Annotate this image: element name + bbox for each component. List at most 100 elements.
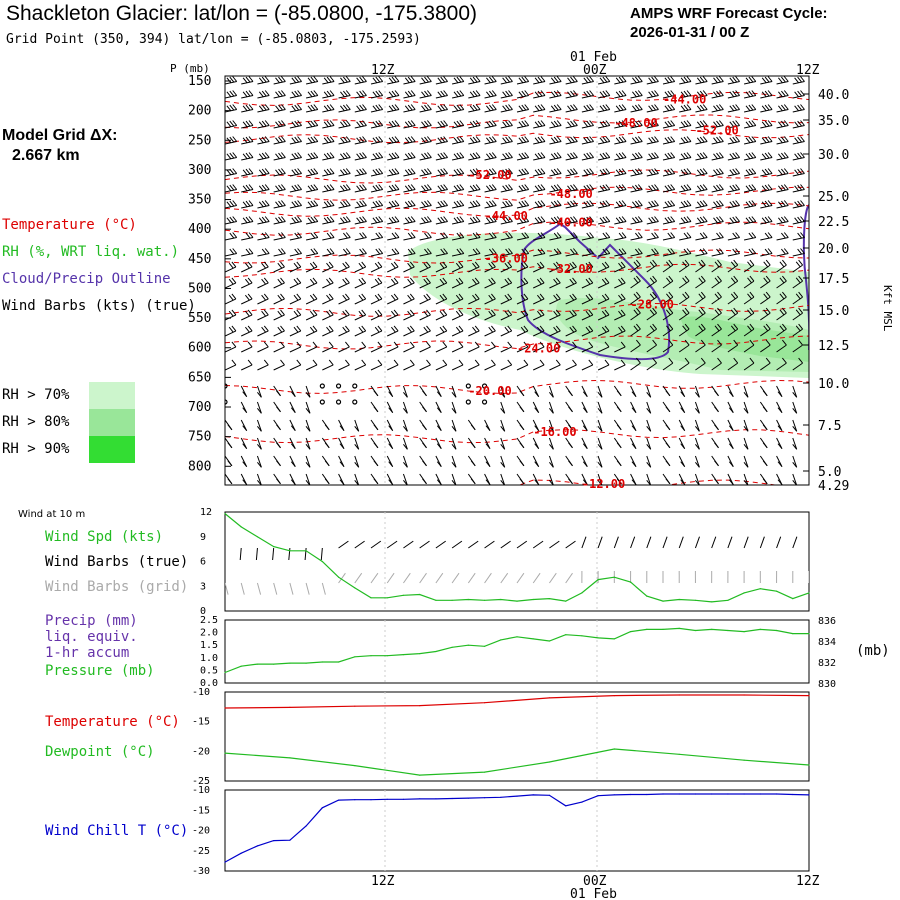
wind-barb-flag	[777, 461, 783, 468]
wind-barb-flag	[459, 136, 465, 142]
wind-barb	[776, 312, 787, 321]
wind-barb-flag	[307, 91, 313, 98]
wind-barb-flag	[297, 104, 302, 110]
wind-barb-flag	[602, 104, 608, 111]
wind-barb-flag	[229, 232, 235, 239]
wind-barb-flag	[291, 91, 297, 98]
wind-barb-flag	[410, 216, 416, 222]
wind-barb	[354, 253, 367, 257]
wind-barb-flag	[589, 168, 594, 174]
wind-barb-flag	[602, 168, 608, 175]
wind-barb-flag	[508, 168, 513, 174]
wind-barb	[808, 402, 809, 403]
wind-barb-flag	[735, 184, 740, 190]
pressure-line-point	[516, 636, 518, 638]
wind-barb-flag	[491, 90, 497, 96]
pressure-line-point	[305, 662, 307, 664]
wind-barb-flag	[695, 425, 700, 432]
wind-barb	[241, 346, 253, 353]
wind-barb-flag	[403, 407, 408, 414]
wind-barb-flag	[654, 200, 659, 206]
wind-barb-flag	[345, 232, 351, 238]
wind-barb-flag	[491, 184, 497, 190]
wind-barb-flag	[567, 185, 572, 192]
wind-barb-flag	[794, 105, 799, 112]
wind-barb-flag	[375, 136, 381, 143]
wind-barb-flag	[588, 261, 594, 268]
wind-barb-flag	[631, 391, 637, 398]
wind-barb-flag	[534, 91, 540, 98]
wind-barb	[678, 362, 690, 371]
wind-barb-flag	[632, 105, 637, 112]
pressure-line-point	[792, 633, 794, 635]
wind-barb-flag	[550, 105, 556, 112]
wind-barb-flag	[792, 425, 798, 432]
wind-barb-flag	[585, 310, 591, 317]
wind-barb-flag	[652, 275, 657, 282]
wind-barb	[678, 312, 690, 321]
wind-barb-flag	[537, 90, 543, 97]
isotherm-line	[225, 169, 809, 184]
wind-barb	[808, 335, 809, 336]
wind-barb-flag	[735, 216, 740, 222]
wind-barb	[743, 328, 755, 337]
wind-barb-flag	[358, 262, 364, 269]
pressure-tick: 450	[188, 252, 211, 267]
wind-barb	[711, 312, 722, 321]
wind-barb-flag	[491, 293, 496, 300]
wind-barb	[225, 330, 237, 337]
wind-barb-grid	[225, 582, 229, 595]
wind-barb	[808, 175, 809, 176]
wind-barb-flag	[326, 120, 332, 127]
wind-barb-flag	[618, 294, 623, 301]
wind-barb-flag	[615, 105, 621, 112]
wind-barb-flag	[456, 152, 462, 159]
wind-barb-flag	[616, 424, 622, 431]
wind-barb-flag	[668, 307, 674, 314]
wind-barb-flag	[505, 76, 510, 83]
wind-barb-flag	[421, 137, 426, 144]
wind-barb	[338, 282, 350, 289]
rh-90-area	[680, 316, 809, 362]
wind-barb-flag	[680, 217, 686, 224]
wind-barb-flag	[585, 326, 591, 333]
wind-barb-flag	[436, 461, 442, 468]
wind-barb-flag	[782, 275, 787, 282]
wind-barb	[694, 385, 700, 398]
wind-barb-flag	[680, 201, 686, 208]
wind-barb-flag	[410, 168, 416, 174]
wind-barb-flag	[764, 232, 770, 239]
wind-barb-flag	[502, 77, 507, 84]
wind-barb-flag	[242, 407, 248, 414]
wind-barb-flag	[745, 91, 751, 98]
wind-barb-flag	[427, 104, 432, 110]
wind-barb-flag	[489, 90, 494, 97]
wind-barb-flag	[488, 294, 494, 301]
wind-barb-flag	[633, 293, 639, 300]
wind-barb-flag	[652, 339, 657, 346]
wind-barb-flag	[424, 136, 429, 143]
wind-barb-flag	[472, 120, 478, 127]
wind-barb-flag	[261, 136, 267, 143]
wind-barb-flag	[340, 217, 345, 224]
wind-barb-flag	[427, 184, 432, 190]
wind-barb	[241, 237, 254, 241]
wind-barb-flag	[586, 76, 592, 83]
wind-barb-flag	[261, 326, 266, 333]
wind-barb-flag	[422, 424, 427, 431]
wind-barb	[646, 312, 657, 321]
wind-barb-flag	[277, 278, 283, 285]
wind-barb-flag	[354, 443, 360, 450]
wind-barb-flag	[281, 168, 286, 174]
wind-barb	[257, 314, 269, 321]
wind-barb-flag	[761, 201, 767, 208]
wind-barb	[694, 437, 700, 450]
wind-barb-flag	[475, 200, 481, 206]
wind-barb-flag	[312, 359, 318, 366]
wind-barb-flag	[443, 216, 448, 222]
wind-barb-flag	[391, 200, 397, 207]
pressure-line-point	[613, 638, 615, 640]
wind-barb-flag	[654, 76, 659, 82]
wind-barb-flag	[508, 200, 513, 206]
legend-rh: RH (%, WRT liq. wat.)	[2, 244, 180, 260]
